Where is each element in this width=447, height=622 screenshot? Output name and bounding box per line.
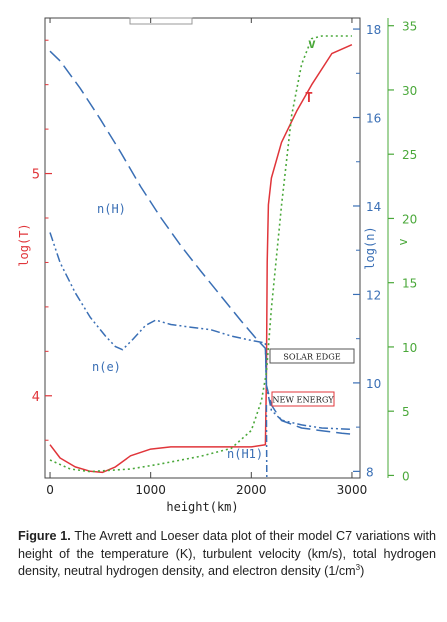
series-line-t: [49, 44, 353, 474]
annotation-label: NEW ENERGY: [272, 395, 334, 405]
x-axis-label: height(km): [166, 500, 238, 514]
logn-tick-label: 12: [366, 288, 381, 302]
logT-tick-label: 5: [32, 168, 40, 183]
v-axis-label: v: [396, 238, 410, 245]
curve-label: T: [305, 91, 313, 106]
v-tick-label: 0: [402, 469, 410, 483]
curve-label: n(H1): [227, 447, 263, 461]
x-tick-label: 3000: [337, 483, 368, 497]
v-tick-label: 30: [402, 84, 417, 98]
logn-tick-label: 8: [366, 465, 374, 479]
figure-caption: Figure 1. The Avrett and Loeser data plo…: [18, 528, 436, 581]
series-line-n-h: [49, 50, 352, 435]
logT-axis-label: log(T): [17, 223, 31, 266]
logn-tick-label: 14: [366, 200, 381, 214]
caption-sup: 3: [355, 562, 361, 572]
curve-label: v: [308, 37, 316, 52]
logT-tick-label: 4: [32, 390, 40, 405]
x-tick-label: 1000: [135, 483, 166, 497]
annotation-label: SOLAR EDGE: [283, 352, 341, 362]
v-tick-label: 35: [402, 20, 417, 34]
v-tick-label: 25: [402, 148, 417, 162]
curve-label: n(e): [92, 360, 121, 374]
v-tick-label: 15: [402, 277, 417, 291]
annotation-box: [269, 348, 355, 364]
caption-text: The Avrett and Loeser data plot of their…: [18, 529, 436, 578]
curve-label: n(H): [97, 202, 126, 216]
x-tick-label: 2000: [236, 483, 267, 497]
v-tick-label: 20: [402, 212, 417, 226]
x-tick-label: 0: [46, 483, 54, 497]
v-tick-label: 10: [402, 341, 417, 355]
plot-frame: [44, 17, 361, 479]
logn-tick-label: 16: [366, 112, 381, 126]
top-blank-box: [129, 17, 193, 25]
annotation-box: [271, 391, 335, 407]
logn-tick-label: 18: [366, 23, 381, 37]
chart-svg: 0 1000 2000 3000 height(km) 4 5 log(T) 8 10 12 14 16…: [17, 17, 417, 514]
series-line-n-e: [49, 232, 352, 431]
logn-tick-label: 10: [366, 377, 381, 391]
v-tick-label: 5: [402, 405, 410, 419]
caption-figure-label: Figure 1.: [18, 529, 71, 543]
caption-tail: ): [360, 564, 365, 578]
logn-axis-label: log(n): [363, 226, 377, 269]
